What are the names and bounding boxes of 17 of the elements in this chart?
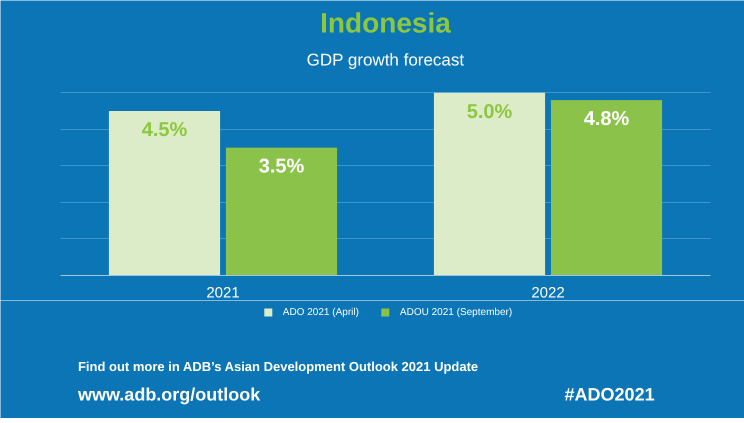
x-tick-label: 2021	[206, 284, 240, 302]
text: www.adb.org/outlook	[76, 384, 262, 404]
bar	[108, 111, 220, 276]
x-tick-label: 2022	[531, 284, 565, 302]
data-label: 4.8%	[584, 108, 630, 130]
legend-label: ADOU 2021 (September)	[400, 306, 512, 318]
chart-subtitle: GDP growth forecast	[306, 50, 464, 70]
chart-title: Indonesia	[320, 8, 452, 38]
data-label: 5.0%	[466, 100, 513, 123]
text: Find out more in ADB’s Asian Development Outlook 2021 Update	[78, 359, 478, 374]
bar	[226, 148, 338, 276]
text: #ADO2021	[564, 384, 655, 404]
data-label: 3.5%	[258, 156, 305, 178]
bar	[550, 100, 662, 276]
legend-label: ADO 2021 (April)	[282, 306, 359, 318]
bar	[434, 92, 546, 276]
data-label: 4.5%	[142, 119, 188, 142]
